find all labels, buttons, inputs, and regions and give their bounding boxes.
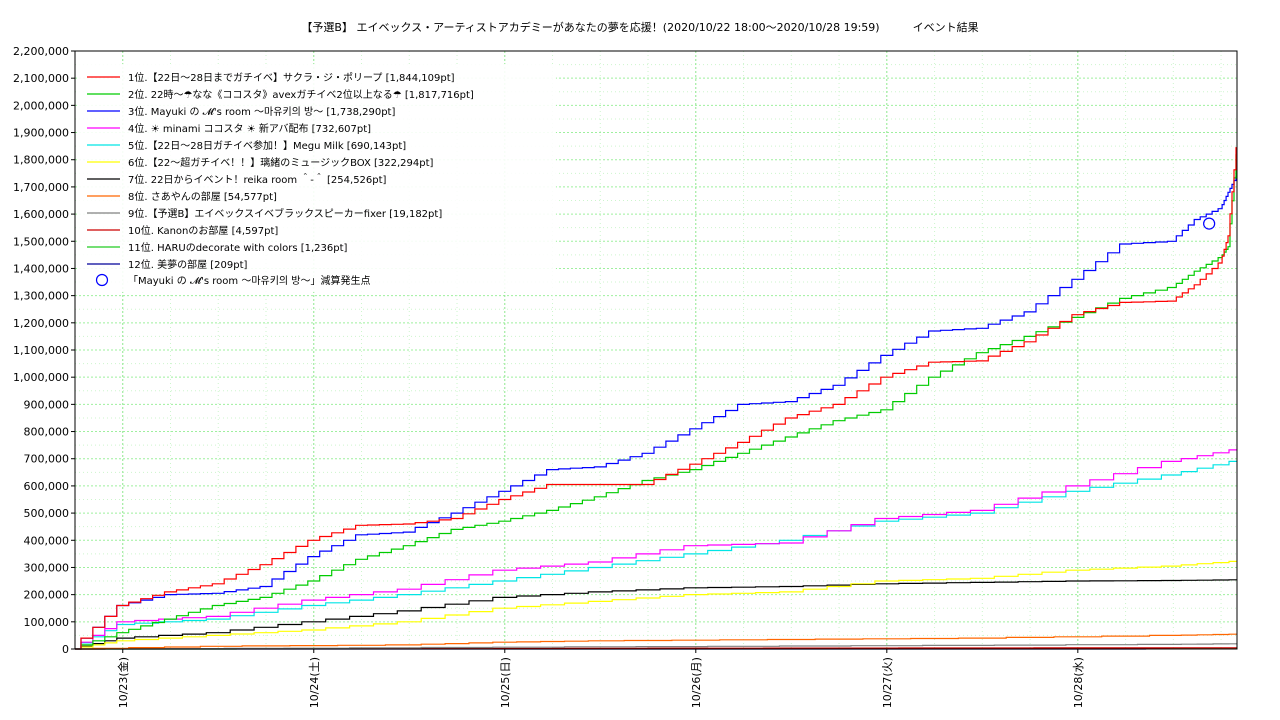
legend-annotation-marker [95,273,109,287]
y-tick-label: 700,000 [24,453,70,466]
y-tick-label: 2,000,000 [13,99,69,112]
y-tick-label: 800,000 [24,426,70,439]
y-tick-label: 1,000,000 [13,371,69,384]
y-tick-label: 1,300,000 [13,290,69,303]
series-line-2 [75,154,1237,650]
y-tick-label: 300,000 [24,561,70,574]
annotation-marker [1203,217,1216,230]
y-tick-label: 2,200,000 [13,45,69,58]
y-axis: 0 100,000 200,000 300,000 400,000 500,000 600,… [13,45,75,656]
x-axis: 10/23(金) 10/24(土) 10/25(日) 10/26(月) 10/27(火)… [116,649,1085,708]
legend-entry: 3位. Mayuki の 𝓜's room 〜마유키의 방〜 [1,738,29… [128,105,395,118]
legend-entry: 2位. 22時〜☂なな《ココスタ》avexガチイベ2位以上なる☂ [1,817,… [128,88,474,101]
series-line-3 [75,175,1237,650]
x-tick-label: 10/28(水) [1072,657,1085,708]
series-line-4 [75,449,1237,650]
series-line-6 [75,560,1237,650]
y-tick-label: 1,600,000 [13,208,69,221]
y-tick-label: 200,000 [24,589,70,602]
y-tick-label: 1,900,000 [13,127,69,140]
y-tick-label: 1,200,000 [13,317,69,330]
y-tick-label: 1,700,000 [13,181,69,194]
legend-entry: 8位. さあやんの部屋 [54,577pt] [128,190,277,203]
y-tick-label: 1,800,000 [13,154,69,167]
y-tick-label: 2,100,000 [13,72,69,85]
legend-entry: 1位.【22日〜28日までガチイベ】サクラ・ジ・ポリープ [1,844,109p… [128,71,455,84]
series-line-8 [75,633,1237,650]
series-line-7 [75,579,1237,650]
series-line-1 [75,147,1237,650]
x-tick-label: 10/24(土) [308,657,321,708]
legend-annotation-label: 「Mayuki の 𝓜's room 〜마유키의 방〜」減算発生点 [128,274,371,287]
legend-entry: 7位. 22日からイベント！reika room ＾-＾ [254,526pt] [128,172,387,186]
legend-entry: 4位. ☀ minami ココスタ ☀ 新アバ配布 [732,607pt] [128,122,371,135]
x-tick-label: 10/27(火) [881,657,894,708]
legend-entry: 10位. Kanonのお部屋 [4,597pt] [128,224,278,237]
y-tick-label: 1,500,000 [13,235,69,248]
legend-entry: 12位. 美夢の部屋 [209pt] [128,258,248,271]
y-tick-label: 500,000 [24,507,70,520]
x-tick-label: 10/23(金) [116,657,130,708]
chart-title: 【予選B】 エイベックス・アーティストアカデミーがあなたの夢を応援！(2020/… [301,21,979,34]
y-tick-label: 400,000 [24,534,70,547]
y-tick-label: 900,000 [24,398,70,411]
y-tick-label: 0 [62,643,69,656]
x-tick-label: 10/25(日) [499,657,512,708]
x-tick-label: 10/26(月) [690,657,703,708]
series-line-5 [75,460,1237,650]
y-tick-label: 600,000 [24,480,70,493]
legend-background [78,64,556,292]
y-tick-label: 1,100,000 [13,344,69,357]
annotation-layer [1203,217,1216,230]
y-tick-label: 1,400,000 [13,262,69,275]
legend-entry: 11位. HARUのdecorate with colors [1,236pt] [128,241,348,254]
series-line-9 [75,643,1237,650]
y-tick-label: 100,000 [24,616,70,629]
legend-entry: 9位.【予選B】エイベックスイベブラックスピーカーfixer [19,182pt… [128,207,442,220]
legend: 1位.【22日〜28日までガチイベ】サクラ・ジ・ポリープ [1,844,109p… [78,64,556,292]
legend-entry: 6位.【22〜超ガチイベ！！】璃緒のミュージックBOX [322,294pt] [128,156,434,169]
legend-entry: 5位.【22日〜28日ガチイベ参加！】Megu Milk [690,143pt] [128,139,406,152]
